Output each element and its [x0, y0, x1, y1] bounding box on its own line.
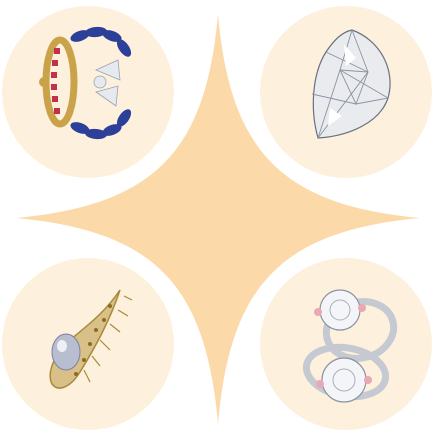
circle-top-left: [2, 6, 174, 178]
circle-bottom-right: [260, 258, 432, 430]
bracelet-icon[interactable]: [39, 26, 134, 140]
brooch-icon[interactable]: [49, 289, 133, 389]
ring-icon[interactable]: [302, 289, 400, 403]
four-point-star: [16, 14, 420, 424]
diamond-icon[interactable]: [311, 29, 391, 139]
